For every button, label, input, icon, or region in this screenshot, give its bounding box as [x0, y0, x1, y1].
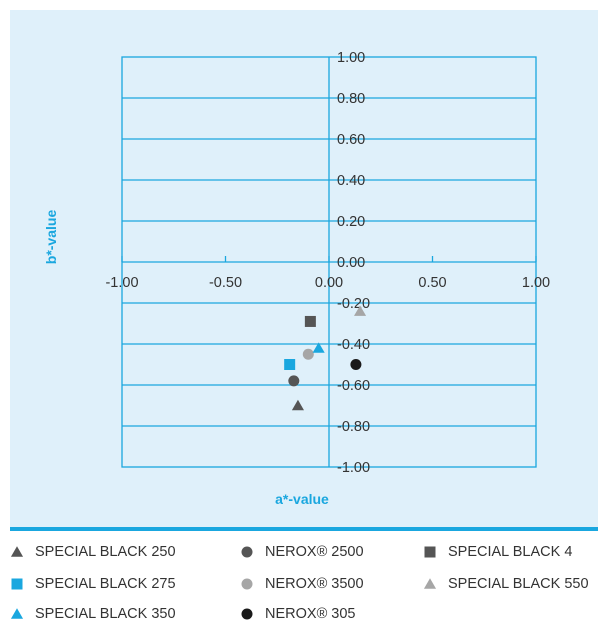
data-point	[350, 359, 362, 370]
legend-label: SPECIAL BLACK 275	[35, 576, 176, 592]
legend-item: SPECIAL BLACK 275	[10, 573, 176, 595]
y-tick-label: -0.80	[337, 419, 370, 435]
legend-marker	[424, 546, 436, 558]
legend-marker	[241, 608, 253, 620]
legend-marker	[241, 546, 253, 558]
legend-item: NEROX® 305	[240, 603, 355, 625]
legend-marker-icon	[10, 608, 24, 619]
data-point	[288, 375, 300, 387]
y-tick-label: -0.60	[337, 378, 370, 394]
legend-marker-icon	[241, 546, 253, 558]
y-tick-label: -0.20	[337, 296, 370, 312]
data-point	[312, 342, 325, 353]
x-tick-label: 0.00	[315, 275, 343, 291]
legend-item: NEROX® 3500	[240, 573, 364, 595]
y-axis-label: b*-value	[43, 209, 59, 265]
legend-label: NEROX® 305	[265, 606, 356, 622]
legend-marker-icon	[241, 608, 253, 620]
data-points	[284, 305, 367, 411]
x-tick-label: 0.50	[418, 275, 446, 291]
legend-marker-icon	[241, 578, 253, 590]
legend-label: SPECIAL BLACK 550	[448, 576, 589, 592]
x-tick-label: -0.50	[209, 275, 242, 291]
legend-item: SPECIAL BLACK 4	[423, 541, 572, 563]
legend-marker-icon	[11, 578, 23, 590]
data-point	[284, 359, 296, 370]
legend-marker	[241, 578, 253, 590]
y-tick-label: 0.80	[337, 91, 365, 107]
legend-marker	[11, 578, 23, 590]
y-tick-label: 0.20	[337, 214, 365, 230]
data-point	[304, 315, 316, 327]
legend-marker-icon	[423, 578, 437, 589]
y-tick-label: 0.00	[337, 255, 365, 271]
legend-marker-icon	[424, 546, 436, 558]
y-tick-label: -0.40	[337, 337, 370, 353]
legend-label: SPECIAL BLACK 4	[448, 544, 573, 560]
tick-labels: 1.00 0.80 0.60 0.40 0.20 0.00 -0.20 -0.40 -0.60 -…	[105, 50, 550, 476]
y-tick-label: 0.60	[337, 132, 365, 148]
data-point	[291, 399, 304, 411]
chart-panel	[10, 10, 598, 527]
legend: SPECIAL BLACK 250 NEROX® 2500 SPECIAL BLAC…	[10, 541, 598, 631]
y-tick-label: 1.00	[337, 50, 365, 66]
chart-bottom-bar	[10, 527, 598, 531]
data-point	[302, 348, 314, 360]
legend-marker-icon	[10, 546, 24, 557]
legend-marker	[423, 578, 437, 589]
legend-item: SPECIAL BLACK 350	[10, 603, 176, 625]
legend-item: NEROX® 2500	[240, 541, 364, 563]
data-point	[354, 305, 367, 316]
legend-label: NEROX® 2500	[265, 544, 364, 560]
legend-marker	[10, 546, 24, 557]
legend-label: SPECIAL BLACK 350	[35, 606, 176, 622]
y-tick-label: -1.00	[337, 460, 370, 476]
y-tick-label: 0.40	[337, 173, 365, 189]
x-tick-label: -1.00	[105, 275, 138, 291]
x-axis-label: a*-value	[275, 491, 329, 507]
legend-label: SPECIAL BLACK 250	[35, 544, 176, 560]
legend-marker	[10, 608, 24, 619]
legend-item: SPECIAL BLACK 550	[423, 573, 589, 595]
axes	[121, 57, 537, 467]
legend-item: SPECIAL BLACK 250	[10, 541, 176, 563]
x-tick-label: 1.00	[522, 275, 550, 291]
legend-label: NEROX® 3500	[265, 576, 364, 592]
